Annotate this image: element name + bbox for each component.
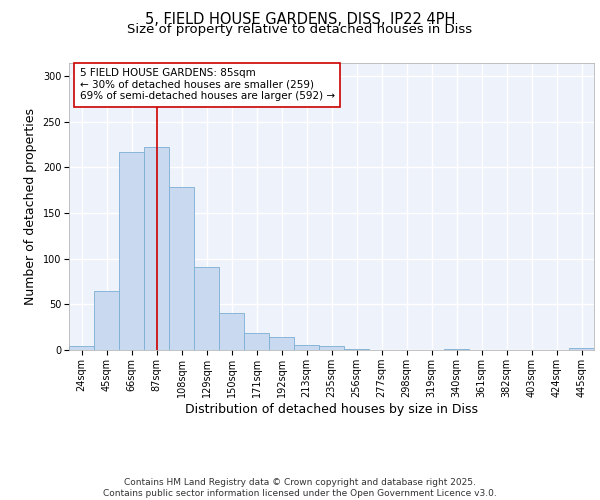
Bar xyxy=(194,267,219,350)
Text: 5, FIELD HOUSE GARDENS, DISS, IP22 4PH: 5, FIELD HOUSE GARDENS, DISS, IP22 4PH xyxy=(145,12,455,28)
Bar xyxy=(244,332,269,350)
Bar xyxy=(69,346,94,350)
Text: Size of property relative to detached houses in Diss: Size of property relative to detached ho… xyxy=(127,22,473,36)
Bar xyxy=(569,348,594,350)
X-axis label: Distribution of detached houses by size in Diss: Distribution of detached houses by size … xyxy=(185,402,478,415)
Bar xyxy=(219,312,244,350)
Bar xyxy=(319,346,344,350)
Bar xyxy=(294,344,319,350)
Bar xyxy=(144,148,169,350)
Bar xyxy=(269,337,294,350)
Bar xyxy=(169,186,194,350)
Bar xyxy=(344,349,369,350)
Bar xyxy=(119,152,144,350)
Bar xyxy=(94,290,119,350)
Text: Contains HM Land Registry data © Crown copyright and database right 2025.
Contai: Contains HM Land Registry data © Crown c… xyxy=(103,478,497,498)
Text: 5 FIELD HOUSE GARDENS: 85sqm
← 30% of detached houses are smaller (259)
69% of s: 5 FIELD HOUSE GARDENS: 85sqm ← 30% of de… xyxy=(79,68,335,102)
Y-axis label: Number of detached properties: Number of detached properties xyxy=(24,108,37,304)
Bar xyxy=(444,349,469,350)
